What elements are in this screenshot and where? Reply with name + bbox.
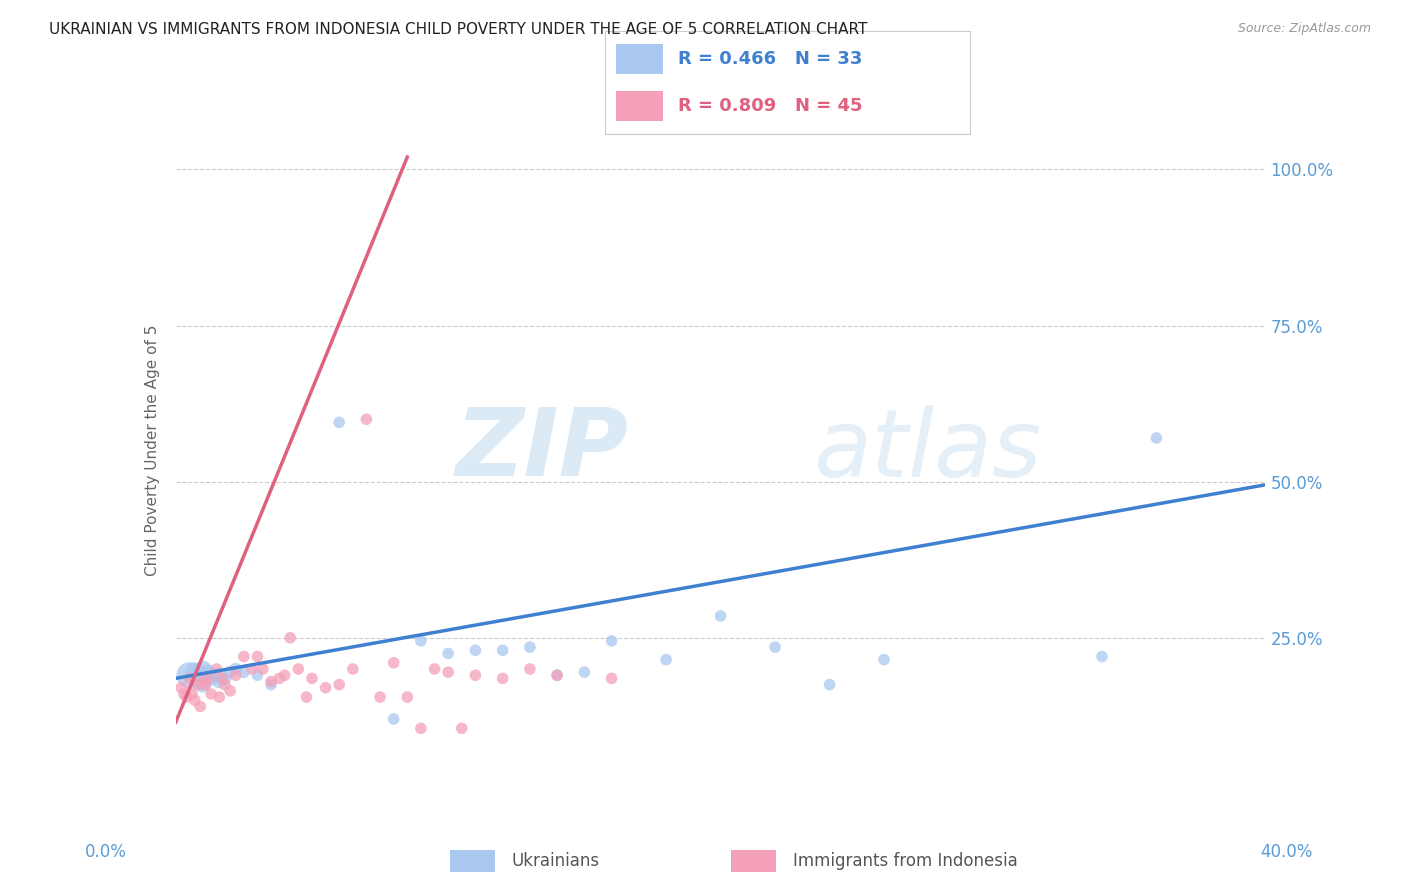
Point: [600, 633, 623, 648]
Point: [191, 674, 214, 689]
Point: [396, 690, 419, 705]
Point: [219, 665, 242, 680]
Point: [519, 640, 541, 655]
Point: [315, 681, 337, 695]
Point: [328, 678, 350, 692]
Point: [246, 649, 269, 664]
Text: 40.0%: 40.0%: [1260, 843, 1313, 861]
Point: [464, 668, 486, 682]
Point: [492, 643, 515, 657]
Point: [274, 668, 297, 682]
Point: [194, 678, 217, 692]
Point: [301, 671, 323, 685]
Point: [464, 643, 486, 657]
Text: R = 0.809   N = 45: R = 0.809 N = 45: [678, 97, 862, 115]
Point: [225, 662, 247, 676]
Point: [211, 671, 233, 685]
Point: [437, 646, 460, 660]
Text: UKRAINIAN VS IMMIGRANTS FROM INDONESIA CHILD POVERTY UNDER THE AGE OF 5 CORRELAT: UKRAINIAN VS IMMIGRANTS FROM INDONESIA C…: [49, 22, 868, 37]
Text: Ukrainians: Ukrainians: [512, 852, 600, 870]
Point: [179, 671, 201, 685]
Point: [260, 678, 283, 692]
Point: [188, 674, 211, 689]
Point: [409, 721, 432, 735]
Text: Source: ZipAtlas.com: Source: ZipAtlas.com: [1237, 22, 1371, 36]
Point: [214, 671, 236, 685]
Point: [546, 668, 568, 682]
Point: [205, 662, 228, 676]
Point: [246, 668, 269, 682]
Point: [519, 662, 541, 676]
Text: ZIP: ZIP: [456, 404, 628, 497]
Point: [197, 671, 219, 685]
Point: [179, 668, 201, 682]
Point: [546, 668, 568, 682]
Point: [184, 693, 207, 707]
Point: [356, 412, 378, 426]
Point: [188, 699, 211, 714]
Point: [450, 721, 472, 735]
Point: [423, 662, 446, 676]
Point: [382, 656, 405, 670]
Point: [710, 609, 733, 624]
Point: [191, 662, 214, 676]
Point: [232, 665, 254, 680]
Point: [437, 665, 460, 680]
Point: [278, 631, 301, 645]
FancyBboxPatch shape: [616, 44, 664, 74]
Point: [200, 687, 222, 701]
Point: [186, 671, 209, 685]
Point: [368, 690, 391, 705]
Point: [269, 671, 291, 685]
Point: [252, 662, 274, 676]
Point: [214, 678, 236, 692]
FancyBboxPatch shape: [450, 849, 495, 872]
Point: [600, 671, 623, 685]
Point: [342, 662, 364, 676]
Point: [763, 640, 786, 655]
Text: atlas: atlas: [813, 405, 1042, 496]
Point: [197, 665, 219, 680]
Point: [181, 687, 204, 701]
Point: [1091, 649, 1114, 664]
Y-axis label: Child Poverty Under the Age of 5: Child Poverty Under the Age of 5: [145, 325, 160, 576]
Point: [184, 665, 207, 680]
Point: [225, 668, 247, 682]
Point: [655, 653, 678, 667]
Point: [186, 678, 209, 692]
Point: [574, 665, 596, 680]
Point: [208, 690, 231, 705]
Point: [173, 687, 195, 701]
Text: Immigrants from Indonesia: Immigrants from Indonesia: [793, 852, 1018, 870]
FancyBboxPatch shape: [616, 91, 664, 121]
FancyBboxPatch shape: [731, 849, 776, 872]
Point: [219, 683, 242, 698]
Point: [205, 668, 228, 682]
Point: [409, 633, 432, 648]
Point: [287, 662, 309, 676]
Point: [382, 712, 405, 726]
Point: [232, 649, 254, 664]
Point: [873, 653, 896, 667]
Point: [208, 674, 231, 689]
Point: [170, 681, 193, 695]
Text: R = 0.466   N = 33: R = 0.466 N = 33: [678, 50, 862, 68]
Point: [492, 671, 515, 685]
Text: 0.0%: 0.0%: [84, 843, 127, 861]
Point: [260, 674, 283, 689]
Point: [1144, 431, 1167, 445]
Point: [295, 690, 318, 705]
Point: [191, 678, 214, 692]
Point: [328, 416, 350, 430]
Point: [818, 678, 841, 692]
Point: [176, 690, 198, 705]
Point: [240, 662, 263, 676]
Point: [200, 671, 222, 685]
